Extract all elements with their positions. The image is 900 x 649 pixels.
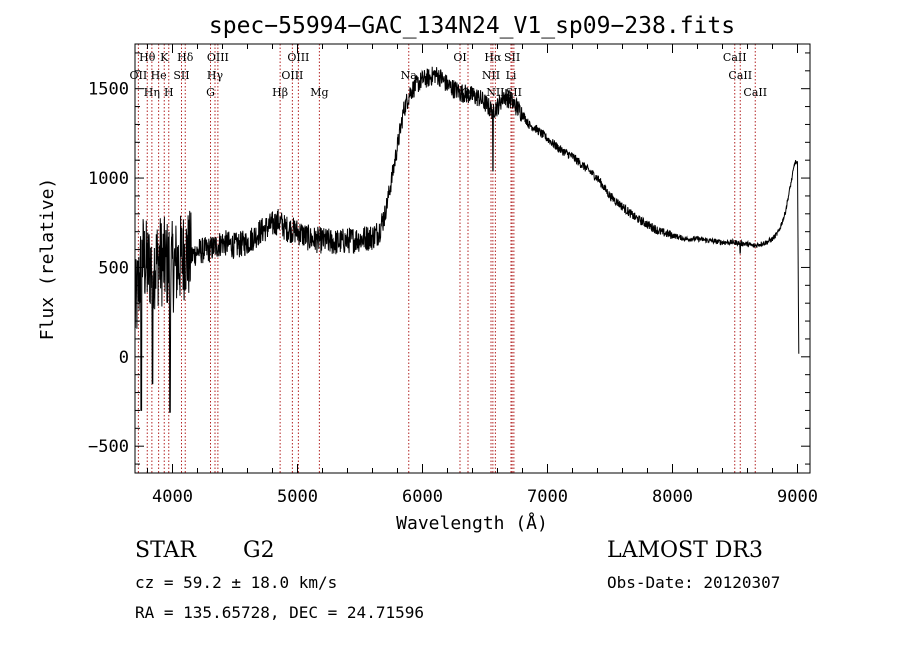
x-axis-label: Wavelength (Å)	[396, 512, 548, 534]
line-marker-label: Hη	[144, 86, 160, 99]
y-tick-label: 500	[98, 258, 129, 278]
line-marker-label: Na	[401, 69, 418, 82]
plot-frame	[134, 43, 811, 474]
line-marker-label: H	[164, 86, 174, 99]
chart-title: spec−55994−GAC_134N24_V1_sp09−238.fits	[209, 13, 735, 39]
x-axis: 4000 5000 6000 7000 8000 9000	[147, 44, 818, 507]
line-marker-label: Hδ	[177, 51, 194, 64]
x-tick-label: 6000	[402, 487, 443, 507]
line-marker-label: He	[151, 69, 167, 82]
line-marker-label: CaII	[723, 51, 747, 64]
observation-date: Obs-Date: 20120307	[607, 573, 781, 592]
object-class: STAR	[135, 538, 196, 563]
line-marker-label: CaII	[728, 69, 752, 82]
line-marker-label: Hγ	[207, 69, 224, 82]
line-marker-label: NII	[482, 69, 500, 82]
line-marker-label: G	[206, 86, 215, 99]
y-axis-label: Flux (relative)	[37, 178, 58, 341]
y-axis: −500 0 500 1000 1500	[88, 52, 810, 465]
redshift-readout: cz = 59.2 ± 18.0 km/s	[135, 573, 338, 592]
x-tick-label: 9000	[777, 487, 818, 507]
y-tick-label: 1000	[88, 169, 129, 189]
line-marker-label: OI	[453, 51, 466, 64]
spectrum-series	[134, 66, 800, 413]
line-marker-label: Hβ	[272, 86, 288, 99]
survey-name: LAMOST DR3	[607, 538, 763, 563]
line-marker-label: SII	[506, 86, 522, 99]
line-marker-label: Li	[506, 69, 517, 82]
y-tick-label: 1500	[88, 80, 129, 100]
line-marker-label: OIII	[287, 51, 309, 64]
line-marker-group	[137, 44, 756, 473]
line-marker-label: OIII	[281, 69, 303, 82]
x-tick-label: 8000	[652, 487, 693, 507]
line-marker-label: SII	[173, 69, 189, 82]
x-tick-label: 4000	[152, 487, 193, 507]
line-marker-label: CaII	[743, 86, 767, 99]
line-marker-label: K	[160, 51, 169, 64]
line-marker-label: OII	[130, 69, 148, 82]
line-marker-label: Hα	[484, 51, 502, 64]
line-marker-label: Hθ	[139, 51, 156, 64]
coordinates-readout: RA = 135.65728, DEC = 24.71596	[135, 603, 424, 622]
y-tick-label: −500	[88, 437, 129, 457]
y-tick-label: 0	[119, 348, 129, 368]
spectrum-line	[134, 66, 800, 413]
x-tick-label: 5000	[277, 487, 318, 507]
x-tick-label: 7000	[527, 487, 568, 507]
line-marker-label: Mg	[310, 86, 328, 99]
line-marker-label: SII	[504, 51, 520, 64]
line-marker-label: OIII	[207, 51, 229, 64]
object-subclass: G2	[243, 538, 275, 563]
